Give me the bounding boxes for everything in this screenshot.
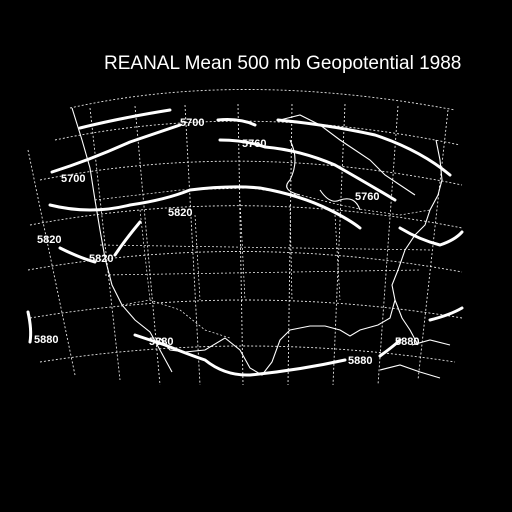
contour-label-5880: 5880 — [149, 336, 173, 348]
contour-label-5700: 5700 — [180, 117, 204, 129]
graticule — [27, 89, 463, 386]
contour-label-5880: 5880 — [348, 355, 372, 367]
contour-label-5880: 5880 — [34, 334, 58, 346]
contour-label-5760: 5760 — [355, 191, 379, 203]
contour-label-5700: 5700 — [61, 173, 85, 185]
contour-label-5760: 5760 — [242, 138, 266, 150]
contour-label-5880: 5880 — [395, 336, 419, 348]
contour-label-5820: 5820 — [168, 207, 192, 219]
contour-label-5820: 5820 — [37, 234, 61, 246]
map-title: REANAL Mean 500 mb Geopotential 1988 — [104, 53, 462, 74]
contours — [26, 108, 464, 377]
coastlines — [71, 107, 451, 379]
political-borders — [94, 187, 431, 339]
contour-label-5820: 5820 — [89, 253, 113, 265]
contour-labels: 5700 5700 5760 5760 5820 5820 5820 5880 … — [34, 117, 419, 367]
